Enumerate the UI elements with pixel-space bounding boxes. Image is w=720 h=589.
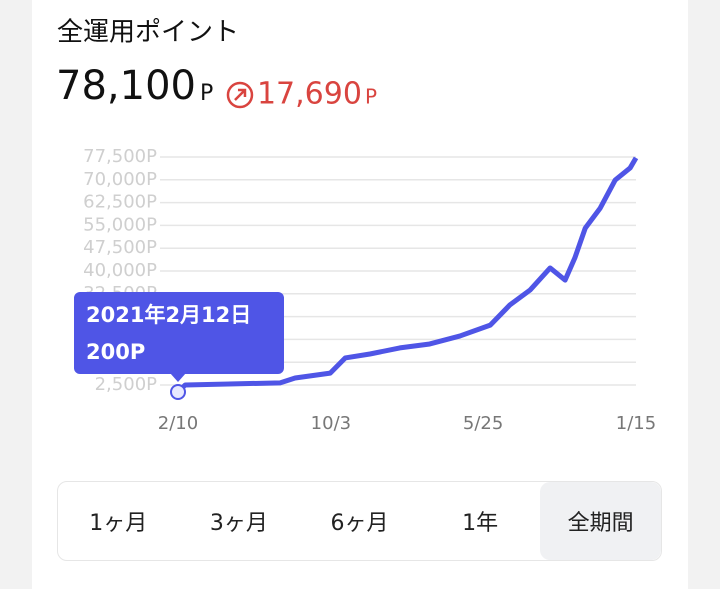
x-tick-label: 1/15 [616,413,656,434]
x-tick-label: 2/10 [158,413,198,434]
y-tick-label: 55,000P [83,214,157,235]
y-tick-label: 2,500P [95,374,158,395]
y-tick-label: 70,000P [83,169,157,190]
line [176,156,639,394]
y-tick-label: 77,500P [83,146,157,167]
period-tabs: 1ヶ月 3ヶ月 6ヶ月 1年 全期間 [57,481,662,561]
period-tab[interactable]: 3ヶ月 [209,511,268,536]
chart: 全運用ポイント 78,100 P 17,690 P77,500P70,000P62,… [56,18,656,435]
change: 17,690 [257,77,362,112]
tooltip-pointer [170,373,186,382]
x-tick-label: 5/25 [463,413,503,434]
tooltip-value: 200P [86,340,145,364]
total-unit: P [200,81,213,106]
period-tab[interactable]: 1ヶ月 [89,511,148,536]
tooltip [74,292,284,374]
y-tick-label: 47,500P [83,237,157,258]
change-arrow [234,88,247,101]
change-unit: P [365,85,377,109]
period-tab[interactable]: 全期間 [540,482,661,560]
period-tab[interactable]: 6ヶ月 [330,511,389,536]
title: 全運用ポイント [57,18,239,48]
change-icon [226,81,254,109]
point-marker [170,383,186,400]
y-tick-label: 40,000P [83,260,157,281]
y-tick-label: 62,500P [83,192,157,213]
tooltip-date: 2021年2月12日 [86,303,251,327]
total: 78,100 [56,63,196,109]
x-tick-label: 10/3 [311,413,351,434]
period-tab[interactable]: 1年 [462,511,499,536]
